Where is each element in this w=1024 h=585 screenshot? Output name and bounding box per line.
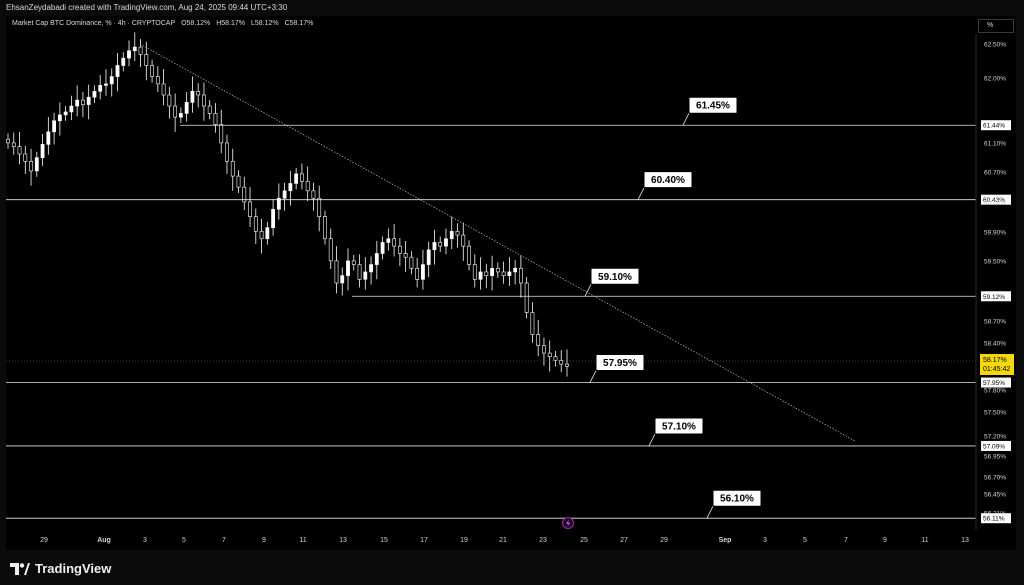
brand[interactable]: TradingView [10, 561, 111, 576]
ohlc-open: O58.12% [181, 20, 211, 27]
chart-panel[interactable] [6, 16, 1016, 550]
symbol-title: Market Cap BTC Dominance, % · 4h · CRYPT… [12, 20, 176, 27]
ohlc-low: L58.12% [250, 20, 279, 27]
chart-footer: TradingView [0, 550, 1024, 585]
ohlc-high: H58.17% [216, 20, 246, 27]
brand-name: TradingView [35, 561, 112, 576]
chart-header: EhsanZeydabadi created with TradingView.… [0, 0, 1024, 16]
ohlc-close: C58.17% [284, 20, 314, 27]
creator-caption: EhsanZeydabadi created with TradingView.… [6, 3, 288, 12]
tradingview-logo-icon [10, 562, 30, 575]
price-axis-unit-button[interactable]: % [978, 19, 1014, 33]
symbol-legend: Market Cap BTC Dominance, % · 4h · CRYPT… [12, 20, 317, 27]
